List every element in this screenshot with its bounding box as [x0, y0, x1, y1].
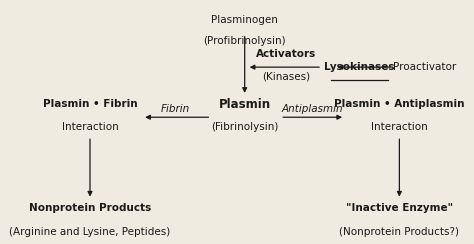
Text: "Inactive Enzyme": "Inactive Enzyme": [346, 203, 453, 213]
Text: Plasmin: Plasmin: [219, 98, 271, 111]
Text: (Fibrinolysin): (Fibrinolysin): [211, 122, 278, 132]
Text: Plasminogen: Plasminogen: [211, 15, 278, 25]
Text: Proactivator: Proactivator: [393, 62, 456, 72]
Text: Nonprotein Products: Nonprotein Products: [29, 203, 151, 213]
Text: Antiplasmin: Antiplasmin: [282, 104, 344, 114]
Text: (Profibrinolysin): (Profibrinolysin): [203, 36, 286, 46]
Text: Plasmin • Antiplasmin: Plasmin • Antiplasmin: [334, 99, 465, 109]
Text: Interaction: Interaction: [371, 122, 428, 132]
Text: (Kinases): (Kinases): [263, 72, 310, 82]
Text: (Arginine and Lysine, Peptides): (Arginine and Lysine, Peptides): [9, 227, 171, 237]
Text: Interaction: Interaction: [62, 122, 118, 132]
Text: Plasmin • Fibrin: Plasmin • Fibrin: [43, 99, 137, 109]
Text: Activators: Activators: [256, 49, 317, 59]
Text: (Nonprotein Products?): (Nonprotein Products?): [339, 227, 459, 237]
Text: Lysokinases: Lysokinases: [324, 62, 395, 72]
Text: Fibrin: Fibrin: [161, 104, 191, 114]
